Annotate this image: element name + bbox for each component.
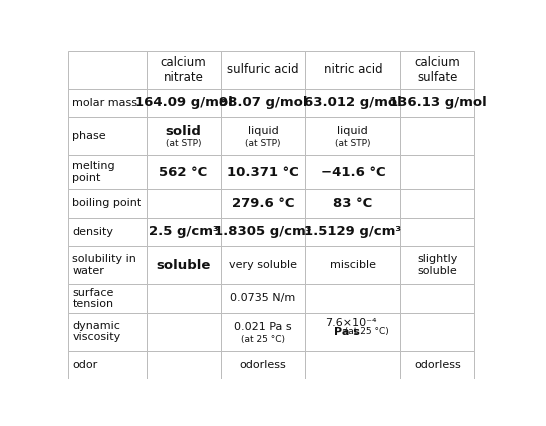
Bar (305, 313, 400, 351)
Bar (68, 51, 146, 89)
Bar (68, 351, 146, 379)
Text: 7.6×10⁻⁴: 7.6×10⁻⁴ (325, 318, 376, 328)
Bar (400, 89, 474, 117)
Bar (305, 155, 400, 189)
Bar (68, 117, 146, 155)
Text: −41.6 °C: −41.6 °C (321, 166, 385, 178)
Text: (at STP): (at STP) (166, 139, 201, 148)
Bar (68, 189, 146, 218)
Text: miscible: miscible (330, 260, 376, 270)
Bar (221, 51, 305, 89)
Bar (221, 189, 305, 218)
Bar (146, 189, 221, 218)
Text: surface
tension: surface tension (73, 288, 114, 309)
Bar (221, 246, 305, 284)
Bar (221, 313, 305, 351)
Bar (305, 51, 400, 89)
Text: calcium
nitrate: calcium nitrate (161, 56, 206, 84)
Bar (68, 89, 146, 117)
Text: 0.0735 N/m: 0.0735 N/m (230, 294, 295, 303)
Bar (146, 51, 221, 89)
Bar (305, 246, 400, 284)
Bar (146, 117, 221, 155)
Text: slightly
soluble: slightly soluble (417, 254, 458, 276)
Bar (221, 284, 305, 313)
Bar (68, 284, 146, 313)
Bar (305, 117, 400, 155)
Text: sulfuric acid: sulfuric acid (227, 63, 299, 76)
Bar (146, 218, 221, 246)
Text: phase: phase (73, 131, 106, 141)
Text: 2.5 g/cm³: 2.5 g/cm³ (149, 225, 218, 238)
Text: molar mass: molar mass (73, 98, 138, 108)
Bar (221, 89, 305, 117)
Bar (305, 89, 400, 117)
Text: 164.09 g/mol: 164.09 g/mol (135, 96, 233, 109)
Bar (400, 313, 474, 351)
Text: 136.13 g/mol: 136.13 g/mol (389, 96, 486, 109)
Text: liquid: liquid (337, 127, 368, 136)
Bar (146, 89, 221, 117)
Bar (221, 218, 305, 246)
Text: very soluble: very soluble (229, 260, 297, 270)
Text: solid: solid (165, 125, 201, 138)
Bar (221, 117, 305, 155)
Bar (146, 246, 221, 284)
Text: odorless: odorless (414, 360, 461, 370)
Text: liquid: liquid (247, 127, 278, 136)
Text: 1.5129 g/cm³: 1.5129 g/cm³ (304, 225, 401, 238)
Bar (146, 313, 221, 351)
Bar (400, 51, 474, 89)
Text: odor: odor (73, 360, 98, 370)
Bar (400, 117, 474, 155)
Bar (221, 155, 305, 189)
Text: dynamic
viscosity: dynamic viscosity (73, 321, 121, 343)
Text: 279.6 °C: 279.6 °C (232, 197, 294, 210)
Text: odorless: odorless (240, 360, 286, 370)
Bar (68, 246, 146, 284)
Text: 10.371 °C: 10.371 °C (227, 166, 299, 178)
Bar (68, 218, 146, 246)
Text: boiling point: boiling point (73, 199, 142, 208)
Text: (at STP): (at STP) (245, 139, 281, 148)
Bar (146, 155, 221, 189)
Bar (400, 189, 474, 218)
Bar (68, 155, 146, 189)
Bar (146, 351, 221, 379)
Text: nitric acid: nitric acid (324, 63, 382, 76)
Bar (305, 284, 400, 313)
Bar (68, 313, 146, 351)
Bar (221, 351, 305, 379)
Text: solubility in
water: solubility in water (73, 254, 136, 276)
Bar (146, 284, 221, 313)
Text: 63.012 g/mol: 63.012 g/mol (304, 96, 402, 109)
Text: 83 °C: 83 °C (333, 197, 372, 210)
Text: soluble: soluble (156, 259, 211, 271)
Text: calcium
sulfate: calcium sulfate (414, 56, 460, 84)
Bar (305, 351, 400, 379)
Text: 0.021 Pa s: 0.021 Pa s (234, 322, 292, 332)
Bar (305, 218, 400, 246)
Text: density: density (73, 227, 114, 237)
Bar (400, 284, 474, 313)
Text: 98.07 g/mol: 98.07 g/mol (218, 96, 307, 109)
Bar (400, 246, 474, 284)
Text: 562 °C: 562 °C (159, 166, 207, 178)
Text: 1.8305 g/cm³: 1.8305 g/cm³ (214, 225, 312, 238)
Text: (at 25 °C): (at 25 °C) (241, 335, 285, 344)
Bar (400, 155, 474, 189)
Bar (400, 218, 474, 246)
Bar (400, 351, 474, 379)
Text: (at STP): (at STP) (335, 139, 371, 148)
Text: Pa s: Pa s (334, 327, 359, 337)
Text: (at 25 °C): (at 25 °C) (339, 327, 388, 336)
Text: melting
point: melting point (73, 161, 115, 183)
Bar (305, 189, 400, 218)
